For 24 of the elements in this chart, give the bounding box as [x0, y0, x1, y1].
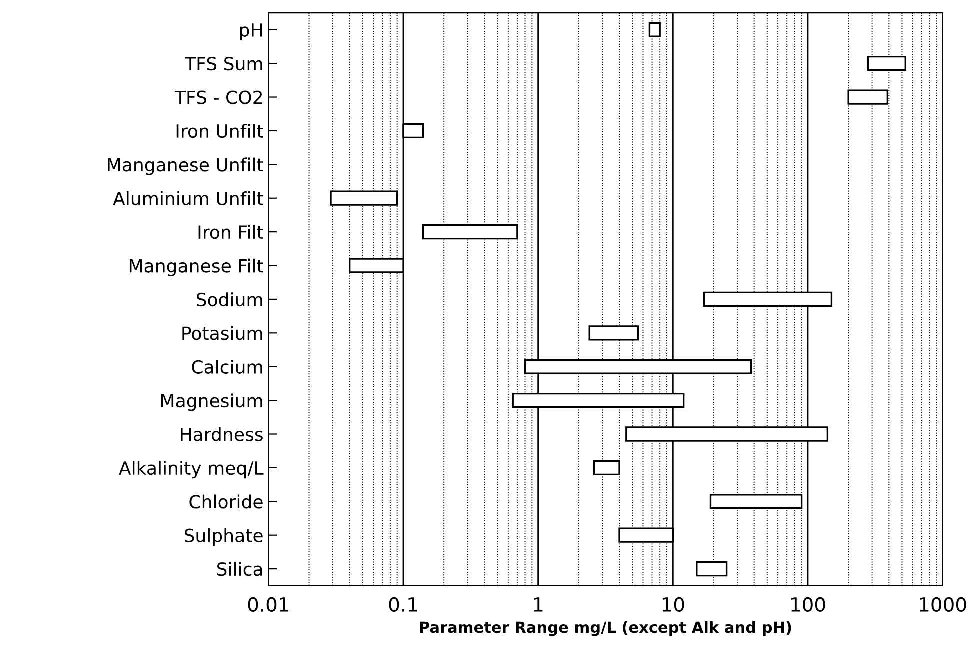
y-tick-label: Manganese Unfilt: [108, 158, 264, 176]
x-tick-label: 10: [662, 597, 684, 612]
y-tick-label: pH: [240, 24, 262, 40]
y-tick-label: Iron Unfilt: [176, 124, 264, 138]
y-tick-label: Hardness: [181, 427, 263, 442]
y-tick-label: TFS - CO2: [174, 90, 262, 104]
y-tick-label: Chloride: [190, 494, 263, 509]
y-tick-label: Manganese Filt: [130, 258, 264, 276]
y-tick-label: Magnesium: [161, 394, 262, 412]
y-tick-label: Silica: [218, 562, 262, 576]
y-tick-label: Aluminium Unfilt: [113, 192, 264, 206]
y-tick-label: Sulphate: [184, 528, 263, 546]
x-tick-label: 1000: [920, 597, 966, 612]
y-tick-label: Iron Filt: [198, 225, 264, 240]
y-tick-label: Calcium: [192, 360, 262, 374]
x-tick-label: 0.1: [389, 597, 418, 612]
x-axis-title: Parameter Range mg/L (except Alk and pH): [420, 621, 792, 636]
y-tick-label: Sodium: [196, 292, 262, 307]
y-tick-label: TFS Sum: [184, 57, 262, 71]
x-tick-label: 0.01: [248, 597, 289, 612]
x-tick-label: 100: [792, 597, 826, 612]
y-tick-label: Potasium: [182, 326, 262, 340]
x-tick-label: 1: [534, 598, 543, 612]
y-tick-label: Alkalinity meq/L: [119, 461, 264, 479]
